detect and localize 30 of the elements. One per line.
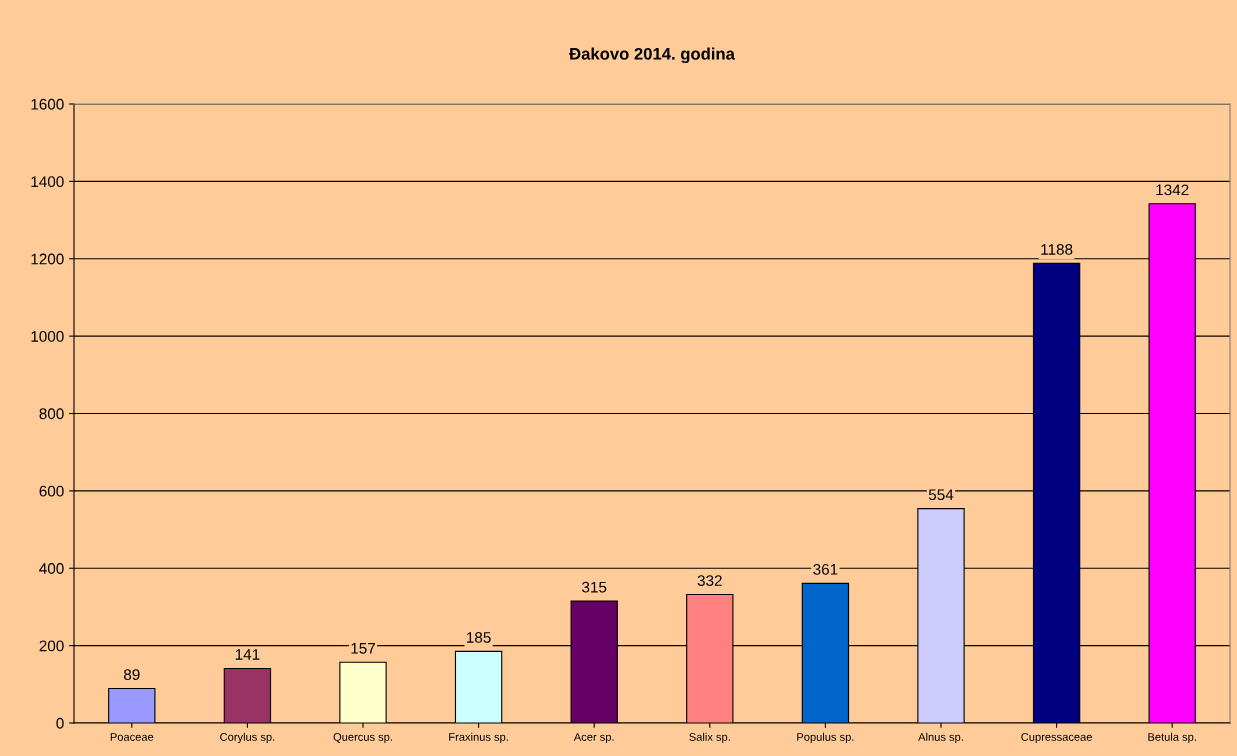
y-tick-label: 200 [39,640,64,652]
data-label: 332 [697,575,722,586]
x-tick-label: Salix sp. [689,732,730,744]
data-label: 315 [582,581,607,593]
data-label: 1342 [1156,184,1189,196]
y-tick-label: 600 [39,485,64,497]
y-tick-label: 1400 [31,176,64,188]
y-tick-label: 1600 [31,98,64,110]
data-label: 554 [928,489,954,501]
data-label: 1188 [1041,244,1073,255]
y-tick-label: 0 [56,717,64,729]
chart-title: Đakovo 2014. godina [569,47,736,64]
data-label: 89 [123,669,140,680]
data-label: 361 [813,563,838,575]
x-tick-label: Fraxinus sp. [449,732,508,744]
x-tick-label: Acer sp. [573,733,614,744]
y-tick-label: 1200 [31,253,64,265]
x-tick-label: Poaceae [110,733,154,741]
data-label: 157 [351,643,375,654]
x-tick-label: Populus sp. [797,732,854,744]
y-tick-label: 400 [39,563,64,574]
x-tick-label: Cupressaceae [1021,733,1092,744]
y-tick-label: 1000 [31,330,64,342]
x-tick-label: Quercus sp. [333,733,392,744]
data-label: 141 [235,649,260,660]
x-tick-label: Corylus sp. [220,732,275,744]
x-tick-label: Betula sp. [1148,732,1196,744]
data-label: 185 [467,632,491,643]
y-tick-label: 800 [39,408,64,420]
x-tick-label: Alnus sp. [918,732,963,744]
